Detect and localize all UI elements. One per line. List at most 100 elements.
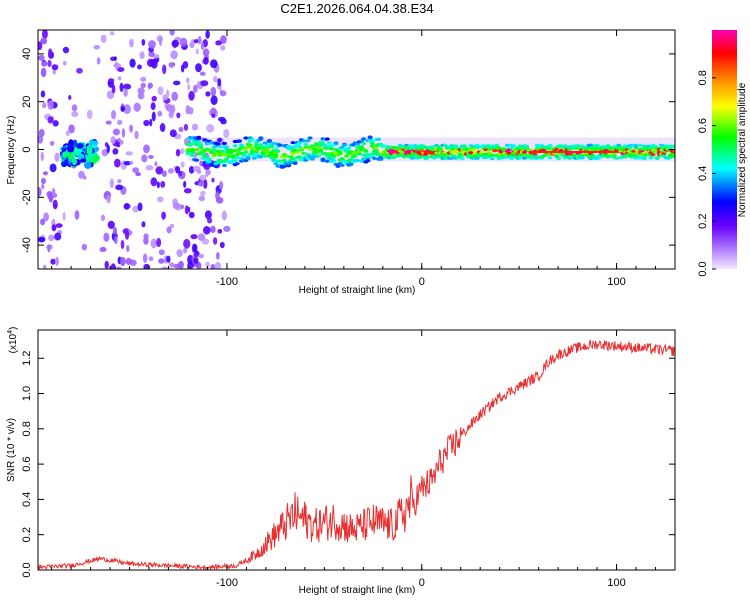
spectrogram-cell bbox=[562, 144, 568, 148]
spectrogram-cell bbox=[171, 39, 180, 48]
spectrogram-cell bbox=[354, 158, 360, 163]
colorbar-tick-label: 0.6 bbox=[697, 118, 709, 133]
spectrogram-cell bbox=[40, 37, 48, 45]
spectrogram-cell bbox=[547, 156, 553, 160]
spectrogram-cell bbox=[472, 149, 478, 153]
spectrogram-cell bbox=[292, 159, 298, 163]
spectrogram-cell bbox=[106, 194, 111, 204]
spectrogram-y-axis-title: Frequency (Hz) bbox=[6, 116, 17, 185]
spectrogram-cell bbox=[329, 147, 335, 151]
spectrogram-cell bbox=[401, 155, 407, 159]
spectrogram-cell bbox=[359, 145, 365, 149]
spectrogram-cell bbox=[132, 167, 140, 173]
spectrogram-cell bbox=[126, 244, 130, 252]
spectrogram-cell bbox=[195, 48, 200, 55]
spectrogram-cell bbox=[344, 154, 350, 158]
spectrogram-cell bbox=[324, 137, 330, 141]
spectrogram-cell bbox=[204, 210, 212, 220]
spectrogram-cell bbox=[316, 154, 322, 158]
spectrogram-cell bbox=[205, 172, 209, 177]
spectrogram-cell bbox=[141, 221, 146, 228]
spectrogram-cell bbox=[220, 118, 227, 125]
spectrogram-cell bbox=[371, 156, 377, 160]
spectrogram-cell bbox=[158, 249, 165, 256]
spectrogram-cell bbox=[167, 168, 174, 174]
spectrogram-cell bbox=[38, 54, 45, 61]
spectrogram-cell bbox=[111, 84, 116, 94]
spectrogram-cell bbox=[104, 260, 109, 269]
spectrogram-cell bbox=[474, 156, 480, 160]
spectrogram-cell bbox=[352, 154, 358, 158]
spectrogram-cell bbox=[380, 143, 386, 148]
page-title: C2E1.2026.064.04.38.E34 bbox=[280, 1, 433, 16]
spectrogram-cell bbox=[105, 120, 112, 125]
spectrogram-cell bbox=[214, 261, 222, 269]
spectrogram-cell bbox=[157, 110, 163, 117]
spectrogram-cell bbox=[369, 141, 375, 145]
spectrogram-cell bbox=[211, 148, 217, 152]
spectrogram-cell bbox=[571, 153, 577, 157]
spectrogram-cell bbox=[637, 156, 643, 160]
spectrogram-cell bbox=[199, 71, 206, 76]
spectrogram-cell bbox=[139, 51, 145, 60]
snr-x-tick-label: 100 bbox=[607, 577, 625, 589]
spectrogram-cell bbox=[175, 148, 181, 157]
spectrogram-cell bbox=[135, 172, 141, 177]
spectrogram-cell bbox=[194, 148, 200, 152]
spectrogram-cell bbox=[68, 139, 74, 147]
spectrogram-cell bbox=[669, 154, 675, 158]
snr-y-tick-label: 0.0 bbox=[21, 562, 33, 577]
spectrogram-cell bbox=[554, 154, 560, 158]
spectrogram-cell bbox=[474, 145, 480, 150]
spectrogram-cell bbox=[169, 30, 175, 36]
spectrogram-cell bbox=[333, 141, 339, 145]
spectrogram-cell bbox=[169, 129, 177, 138]
spectrogram-cell bbox=[266, 139, 272, 144]
spectrogram-cell bbox=[202, 154, 208, 158]
spectrogram-cell bbox=[288, 145, 294, 149]
spectrogram-cell bbox=[150, 177, 158, 187]
spectrogram-cell bbox=[326, 141, 332, 145]
spectrogram-cell bbox=[299, 147, 305, 151]
spectrogram-cell bbox=[303, 145, 309, 149]
spectrogram-cell bbox=[217, 78, 222, 87]
snr-ticks: -100 0 100 0.0 0.2 0.4 0.6 0.8 1.0 1.2 bbox=[21, 330, 676, 589]
spectrogram-cell bbox=[41, 183, 45, 190]
spectrogram-cell bbox=[195, 63, 202, 73]
spectrogram-cell bbox=[399, 144, 405, 149]
spectrogram-cell bbox=[547, 143, 553, 148]
spectrogram-cell bbox=[47, 244, 51, 253]
spectrogram-cell bbox=[143, 236, 149, 245]
spectrogram-cell bbox=[219, 149, 225, 153]
snr-y-tick-label: 0.6 bbox=[21, 456, 33, 471]
spectrogram-cell bbox=[71, 111, 79, 118]
spectrogram-cell bbox=[202, 225, 211, 235]
spectrogram-cell bbox=[168, 62, 175, 68]
spectrogram-cell bbox=[142, 253, 148, 263]
spectrogram-cell bbox=[191, 123, 199, 131]
spectrogram-cell bbox=[115, 184, 124, 191]
spectrogram-cell bbox=[223, 225, 231, 232]
spectrogram-cell bbox=[170, 50, 178, 60]
spectrogram-ticks: -100 0 100 -40 -20 0 20 40 bbox=[21, 30, 676, 288]
spectrogram-cell bbox=[190, 39, 195, 45]
spectrogram-cell bbox=[307, 147, 313, 151]
spectrogram-cell bbox=[427, 151, 433, 155]
spectrogram-cell bbox=[41, 61, 48, 67]
spectrogram-cell bbox=[48, 48, 53, 57]
spectrogram-cell bbox=[243, 136, 249, 140]
spectrogram-cell bbox=[47, 116, 54, 124]
spectrogram-cell bbox=[133, 102, 141, 112]
spectrogram-cell bbox=[193, 39, 199, 44]
spectrogram-cell bbox=[219, 90, 227, 97]
spectrogram-cell bbox=[166, 226, 172, 234]
spectrogram-y-tick-label: 20 bbox=[21, 96, 33, 108]
spectrogram-cell bbox=[365, 159, 371, 163]
spectrogram-cell bbox=[322, 143, 328, 148]
spectrogram-cell bbox=[169, 262, 175, 268]
spectrogram-cell bbox=[560, 153, 566, 157]
spectrogram-cell bbox=[120, 106, 126, 112]
spectrogram-cell bbox=[178, 260, 184, 269]
spectrogram-cell bbox=[367, 136, 373, 140]
